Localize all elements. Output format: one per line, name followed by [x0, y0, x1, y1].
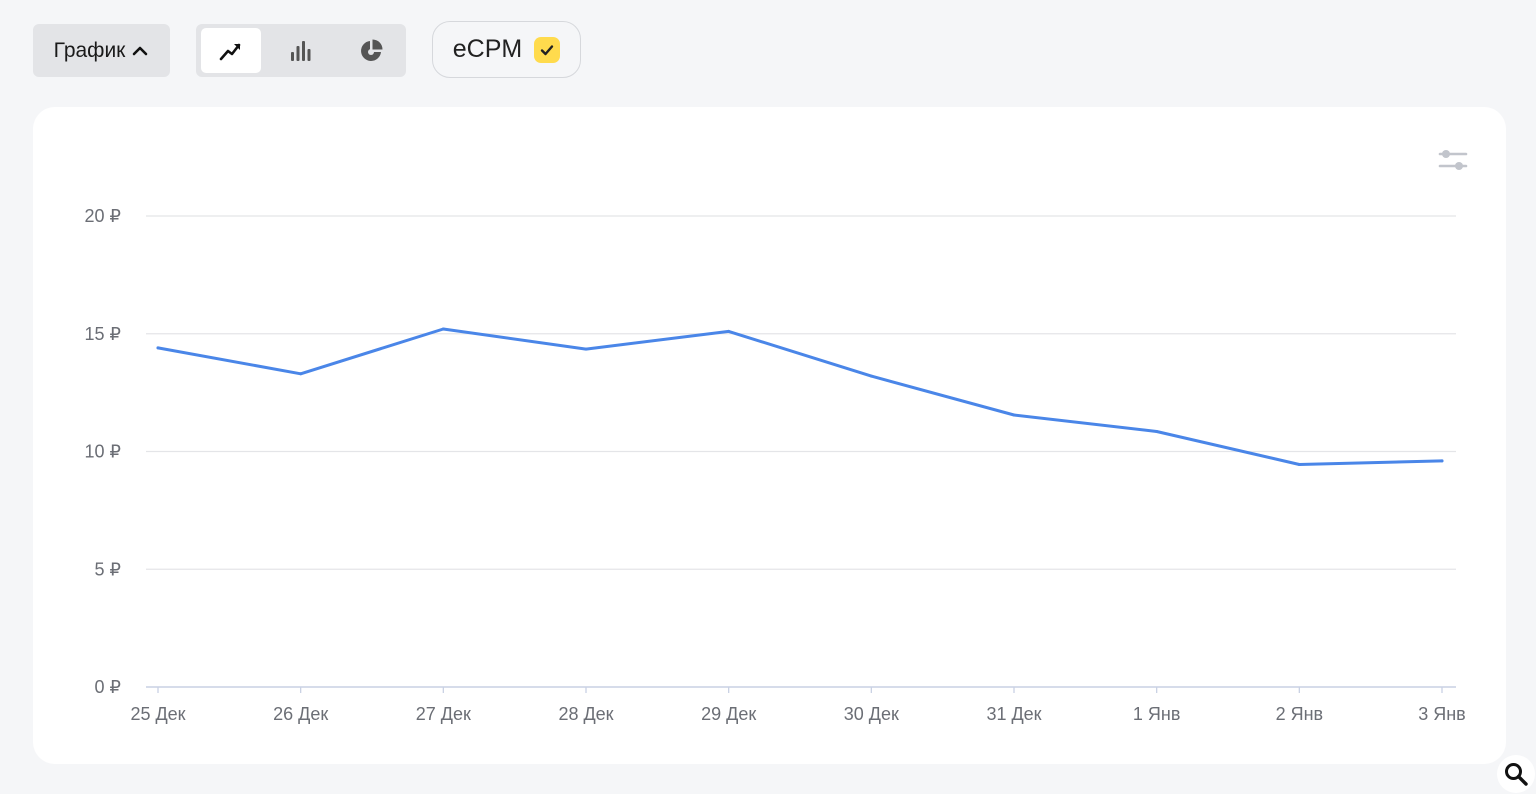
- data-point: [156, 346, 160, 350]
- series-group: [156, 327, 1444, 466]
- x-tick-label: 28 Дек: [558, 704, 613, 724]
- zoom-button[interactable]: [1497, 755, 1535, 793]
- ecpm-series-line: [156, 327, 1444, 466]
- y-tick-label: 10 ₽: [85, 442, 121, 462]
- metric-checkbox[interactable]: [534, 36, 561, 63]
- chart-type-line-button[interactable]: [201, 28, 261, 73]
- chart-type-bar-button[interactable]: [271, 28, 331, 73]
- metric-label: eCPM: [452, 35, 523, 63]
- data-point: [727, 329, 731, 333]
- bar-chart-icon: [291, 40, 311, 61]
- grid-lines: [146, 215, 1456, 570]
- y-tick-label: 0 ₽: [95, 677, 121, 697]
- x-tick-label: 31 Дек: [986, 704, 1041, 724]
- x-tick-label: 3 Янв: [1418, 704, 1466, 724]
- y-tick-label: 5 ₽: [95, 559, 121, 579]
- chart-settings-button[interactable]: [1437, 146, 1469, 174]
- chart-toggle-button[interactable]: График: [33, 24, 170, 77]
- data-point: [584, 347, 588, 351]
- data-point: [1297, 462, 1301, 466]
- x-tick-label: 26 Дек: [273, 704, 328, 724]
- data-point: [1440, 459, 1444, 463]
- data-point: [869, 374, 873, 378]
- data-point: [441, 327, 445, 331]
- y-axis-labels: 0 ₽ 5 ₽ 10 ₽ 15 ₽ 20 ₽: [85, 206, 121, 697]
- x-tick-label: 2 Янв: [1276, 704, 1324, 724]
- chart-toggle-label: График: [53, 38, 126, 62]
- sliders-icon: [1438, 150, 1468, 170]
- data-point: [1155, 429, 1159, 433]
- chevron-up-icon: [133, 46, 148, 55]
- y-tick-label: 15 ₽: [85, 324, 121, 344]
- x-tick-label: 27 Дек: [416, 704, 471, 724]
- checkmark-icon: [541, 44, 554, 55]
- x-tick-label: 1 Янв: [1133, 704, 1181, 724]
- line-chart-icon: [219, 43, 241, 60]
- x-tick-label: 25 Дек: [130, 704, 185, 724]
- magnifier-icon: [1505, 763, 1528, 786]
- chart-type-pie-button[interactable]: [341, 28, 401, 73]
- x-tick-label: 30 Дек: [844, 704, 899, 724]
- metric-ecpm-chip[interactable]: eCPM: [432, 21, 581, 78]
- chart-type-switch: [196, 24, 406, 77]
- data-point: [1012, 413, 1016, 417]
- pie-chart-icon: [361, 39, 383, 61]
- y-tick-label: 20 ₽: [85, 206, 121, 226]
- data-point: [299, 372, 303, 376]
- x-axis: 25 Дек 26 Дек 27 Дек 28 Дек 29 Дек 30 Дек 31 Д…: [130, 686, 1466, 724]
- x-tick-label: 29 Дек: [701, 704, 756, 724]
